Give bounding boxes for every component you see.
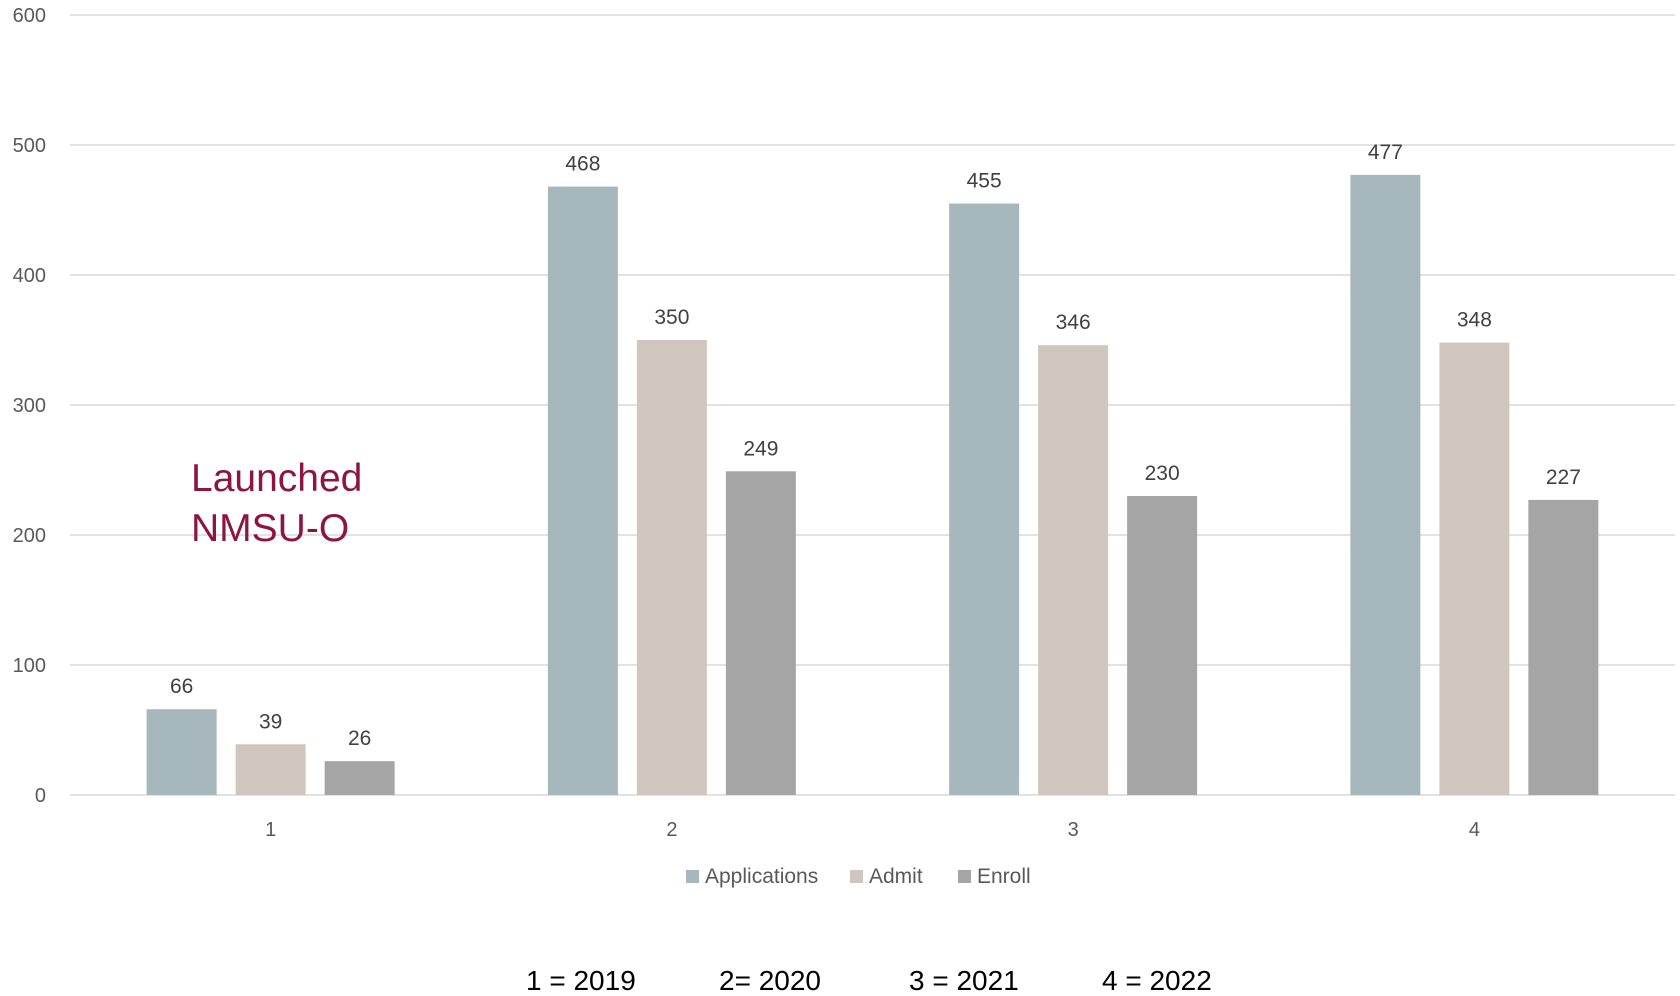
legend: Applications Admit Enroll: [686, 865, 1031, 888]
y-tick-label: 200: [13, 525, 46, 547]
annotation-line-1: Launched: [191, 457, 362, 500]
data-label-enroll-2: 249: [743, 437, 778, 460]
year-key-2: 2= 2020: [719, 965, 821, 996]
bar-applications-1: [146, 709, 217, 795]
y-tick-label: 100: [13, 655, 46, 677]
data-label-admit-2: 350: [654, 306, 689, 329]
y-tick-label: 0: [35, 785, 46, 807]
y-tick-label: 300: [13, 395, 46, 417]
legend-swatch-admit: [850, 870, 863, 883]
bar-admit-4: [1439, 342, 1510, 795]
bar-enroll-3: [1127, 496, 1198, 795]
bars: [146, 174, 1599, 796]
bar-admit-1: [235, 744, 306, 795]
year-key-4: 4 = 2022: [1102, 965, 1212, 996]
legend-label-applications: Applications: [705, 865, 818, 888]
y-tick-label: 400: [13, 265, 46, 287]
y-tick-label: 600: [13, 5, 46, 27]
data-label-applications-4: 477: [1368, 141, 1403, 164]
bar-admit-3: [1038, 345, 1109, 795]
legend-swatch-applications: [686, 870, 699, 883]
data-label-admit-4: 348: [1457, 309, 1492, 332]
data-label-admit-1: 39: [259, 710, 282, 733]
data-label-enroll-3: 230: [1145, 462, 1180, 485]
data-label-enroll-1: 26: [348, 727, 371, 750]
launch-annotation: Launched NMSU-O: [191, 457, 362, 550]
year-key-3: 3 = 2021: [909, 965, 1019, 996]
data-label-applications-3: 455: [967, 170, 1002, 193]
bar-enroll-1: [324, 761, 395, 795]
y-tick-label: 500: [13, 135, 46, 157]
data-label-applications-2: 468: [565, 153, 600, 176]
year-key: 1 = 2019 2= 2020 3 = 2021 4 = 2022: [526, 965, 1212, 996]
bar-admit-2: [636, 340, 707, 795]
data-label-enroll-4: 227: [1546, 466, 1581, 489]
gridlines: [70, 14, 1675, 796]
data-labels: 66 39 26 468 350 249 455 346 230 477 348 227: [170, 141, 1581, 750]
x-tick-label: 1: [265, 819, 276, 841]
bar-enroll-4: [1528, 499, 1599, 795]
bar-applications-2: [547, 186, 618, 796]
x-axis-ticks: 1 2 3 4: [265, 819, 1480, 841]
x-tick-label: 2: [666, 819, 677, 841]
legend-swatch-enroll: [958, 870, 971, 883]
legend-label-enroll: Enroll: [977, 865, 1031, 888]
bar-applications-3: [949, 203, 1020, 795]
x-tick-label: 3: [1068, 819, 1079, 841]
data-label-applications-1: 66: [170, 675, 193, 698]
annotation-line-2: NMSU-O: [191, 507, 349, 550]
data-label-admit-3: 346: [1056, 311, 1091, 334]
year-key-1: 1 = 2019: [526, 965, 636, 996]
bar-enroll-2: [725, 471, 796, 795]
y-axis-ticks: 0 100 200 300 400 500 600: [13, 5, 46, 807]
bar-applications-4: [1350, 174, 1421, 795]
x-tick-label: 4: [1469, 819, 1480, 841]
legend-label-admit: Admit: [869, 865, 923, 888]
